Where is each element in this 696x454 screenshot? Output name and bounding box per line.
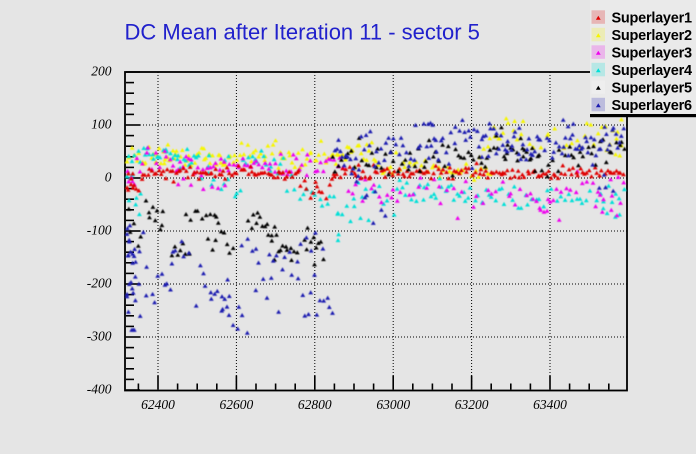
svg-text:100: 100 bbox=[91, 117, 112, 132]
svg-text:0: 0 bbox=[105, 170, 112, 185]
svg-text:Superlayer2: Superlayer2 bbox=[612, 28, 692, 44]
svg-text:-100: -100 bbox=[87, 223, 112, 238]
svg-text:Superlayer4: Superlayer4 bbox=[612, 63, 692, 79]
svg-text:62600: 62600 bbox=[220, 397, 254, 412]
svg-text:63400: 63400 bbox=[533, 397, 567, 412]
svg-text:63200: 63200 bbox=[455, 397, 489, 412]
svg-text:Superlayer5: Superlayer5 bbox=[612, 80, 692, 96]
svg-text:-200: -200 bbox=[87, 276, 112, 291]
svg-text:62400: 62400 bbox=[141, 397, 175, 412]
svg-text:Superlayer3: Superlayer3 bbox=[612, 45, 692, 61]
svg-text:63000: 63000 bbox=[376, 397, 410, 412]
svg-text:-300: -300 bbox=[87, 329, 112, 344]
svg-text:62800: 62800 bbox=[298, 397, 332, 412]
svg-text:-400: -400 bbox=[87, 382, 112, 397]
svg-text:DC Mean after Iteration 11 - s: DC Mean after Iteration 11 - sector 5 bbox=[125, 20, 480, 45]
svg-text:200: 200 bbox=[91, 64, 112, 79]
svg-text:Superlayer6: Superlayer6 bbox=[612, 98, 692, 114]
svg-text:Superlayer1: Superlayer1 bbox=[612, 10, 692, 26]
